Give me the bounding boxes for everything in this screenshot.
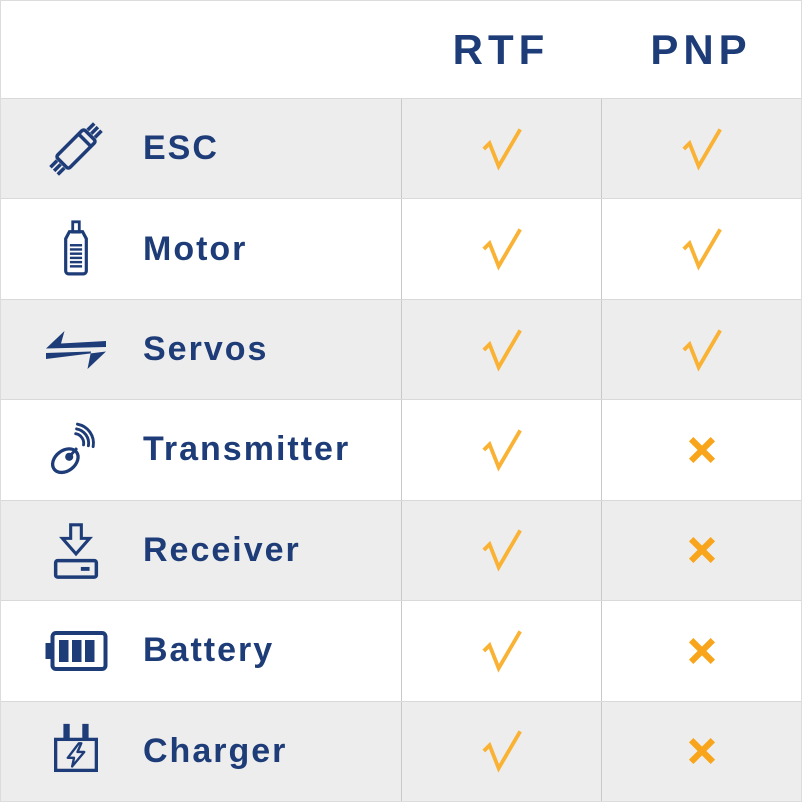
receiver-icon [43,514,109,586]
row-label: Receiver [143,530,301,569]
pnp-cell [601,701,801,801]
transmitter-icon [43,414,109,486]
rtf-cell [401,99,601,199]
rtf-cell [401,701,601,801]
table-row: ESC [1,98,801,199]
check-icon [479,427,525,473]
pnp-cell [601,199,801,299]
check-icon [679,327,725,373]
cross-icon [687,736,717,766]
pnp-cell [601,500,801,601]
rtf-cell [401,500,601,601]
component-cell: Motor [1,199,401,298]
esc-icon [43,113,109,185]
rtf-cell [401,199,601,299]
column-header-pnp: PNP [650,25,752,73]
pnp-cell [601,99,801,199]
check-icon [679,226,725,272]
check-icon [479,527,525,573]
component-cell: Charger [1,702,401,801]
pnp-cell [601,601,801,701]
cross-icon [687,435,717,465]
check-icon [479,126,525,172]
rtf-cell [401,601,601,701]
row-label: Transmitter [143,430,351,469]
component-cell: Receiver [1,501,401,600]
battery-icon [43,615,109,687]
column-header-rtf: RTF [452,25,550,73]
component-cell: Battery [1,601,401,700]
table-row: Receiver [1,499,801,601]
check-icon [679,126,725,172]
pnp-cell [601,400,801,500]
row-label: Charger [143,731,288,770]
component-cell: Servos [1,300,401,399]
check-icon [479,628,525,674]
cross-icon [687,535,717,565]
component-cell: Transmitter [1,400,401,499]
table-row: Servos [1,298,801,400]
row-label: Servos [143,330,269,369]
charger-icon [43,715,109,787]
header-row: RTF PNP [1,1,801,98]
table-row: Charger [1,700,801,801]
check-icon [479,327,525,373]
row-label: Battery [143,631,275,670]
cross-icon [687,636,717,666]
rtf-cell [401,400,601,500]
row-label: Motor [143,229,248,268]
table-row: Transmitter [1,399,801,500]
check-icon [479,226,525,272]
motor-icon [43,213,109,285]
table-row: Battery [1,600,801,701]
servos-icon [43,314,109,386]
header-spacer [1,1,401,98]
pnp-cell [601,299,801,400]
rtf-cell [401,299,601,400]
row-label: ESC [143,129,219,168]
table-row: Motor [1,198,801,299]
component-cell: ESC [1,99,401,198]
check-icon [479,728,525,774]
